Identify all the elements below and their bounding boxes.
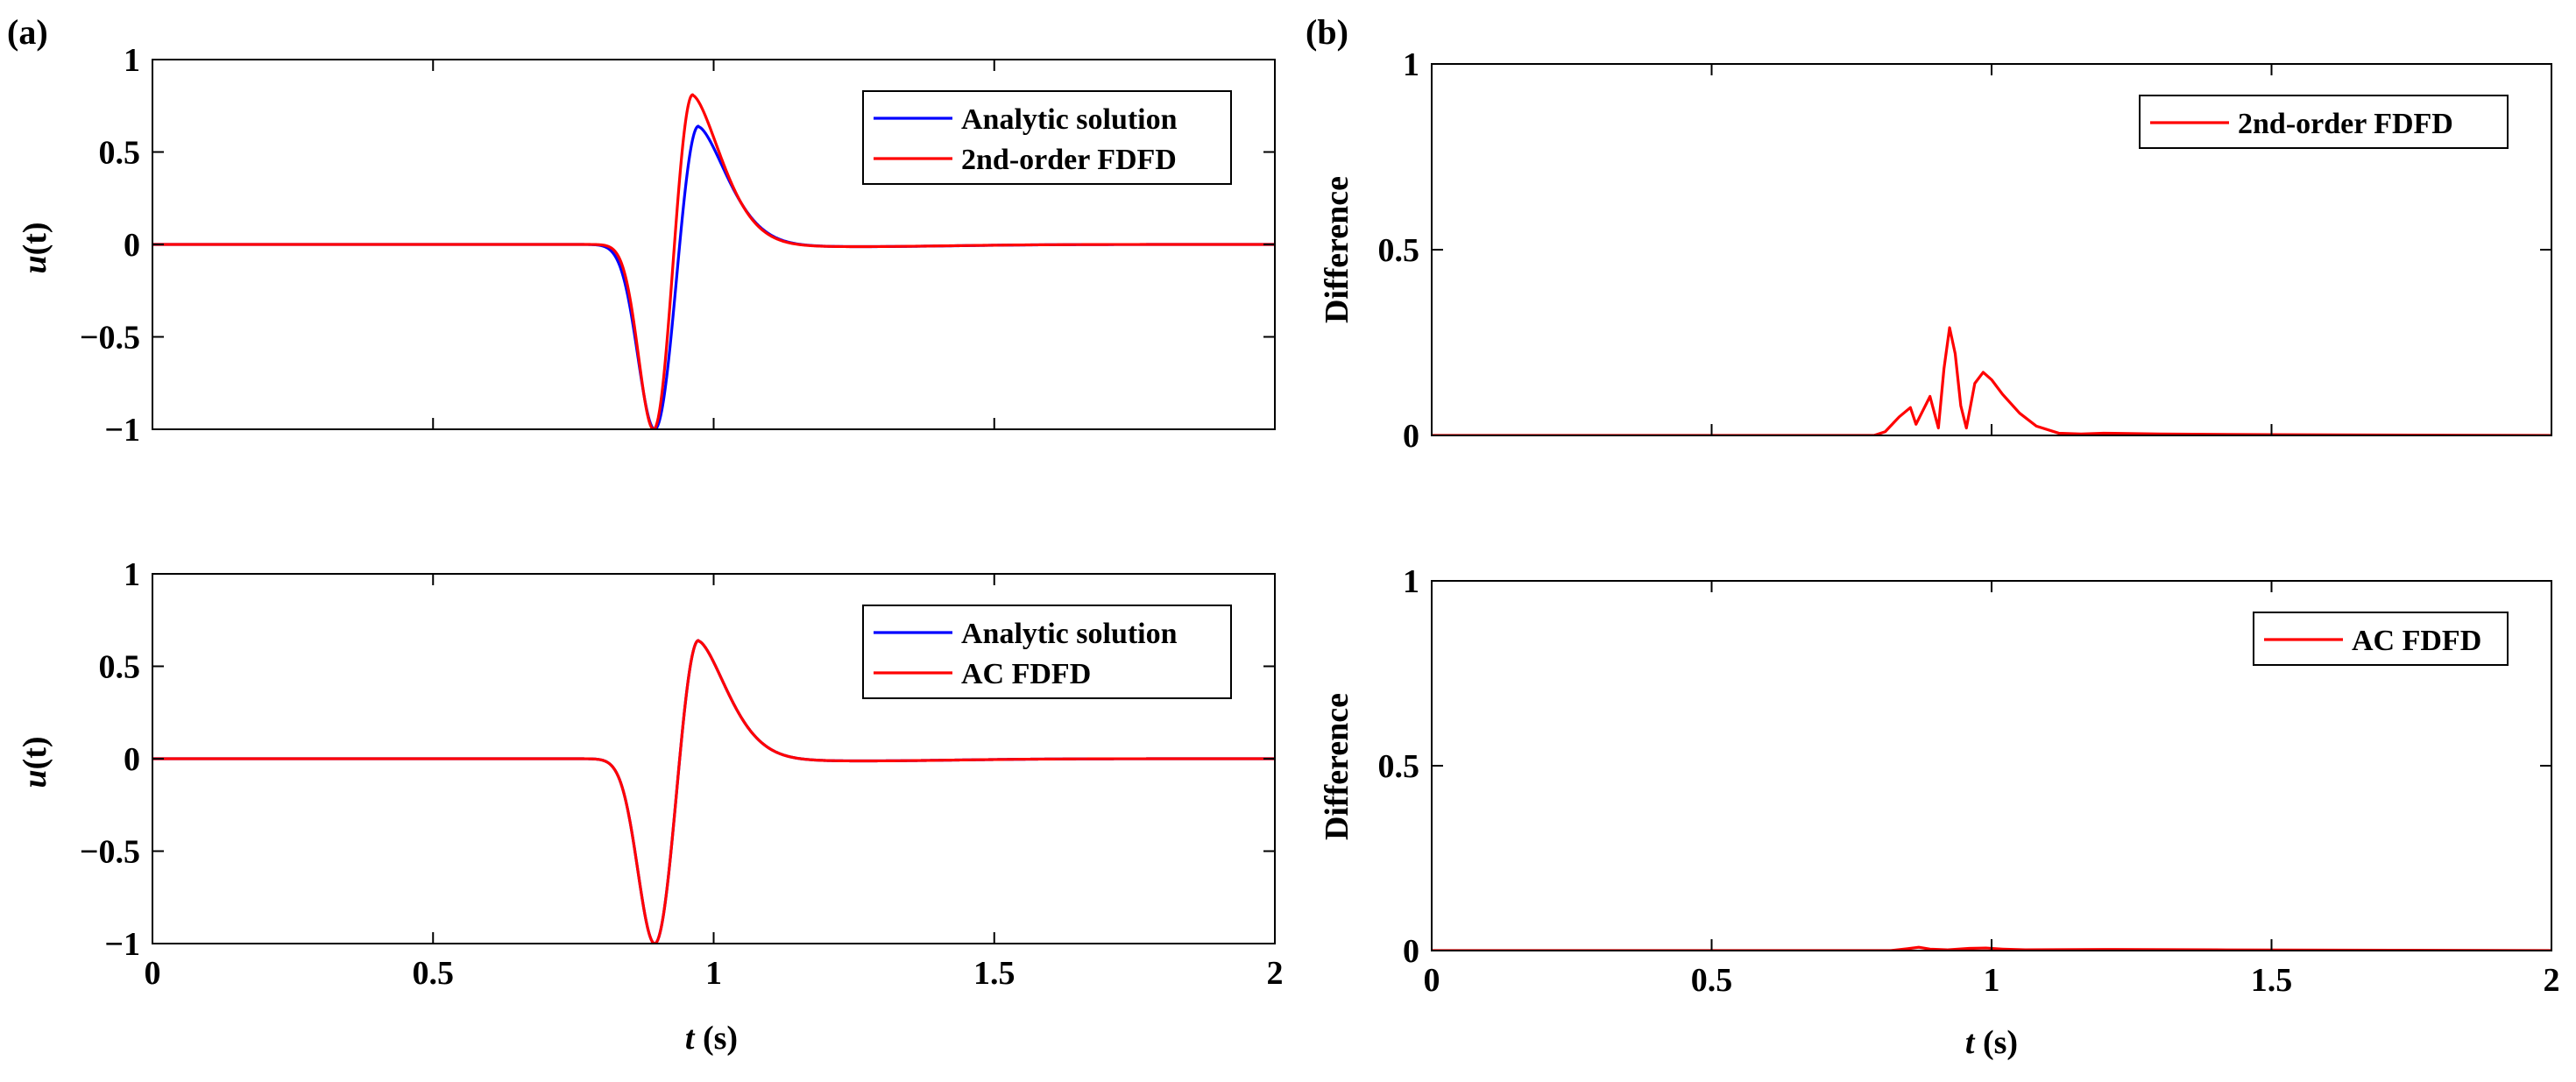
axes-b1: 0 0.5 1 2nd-order FDFD — [1378, 46, 2552, 455]
xlabel-a: t (s) — [685, 1020, 738, 1057]
series-line-2nd-order-fdfd — [1432, 326, 2551, 435]
panel-label-a: (a) — [7, 12, 48, 52]
x-tick-label: 2 — [1267, 955, 1284, 992]
y-tick-label: 1 — [124, 556, 140, 593]
ylabel-a2: u(t) — [17, 736, 53, 788]
y-tick-label: −0.5 — [80, 320, 140, 357]
x-tick-label: 1 — [1984, 962, 2000, 999]
y-tick-label: 1 — [1403, 46, 1419, 83]
series-line-ac-fdfd — [1432, 945, 2551, 951]
y-tick-label: 0.5 — [99, 135, 141, 172]
series-line-ac-fdfd — [152, 639, 1275, 944]
x-tick-label: 1 — [705, 955, 722, 992]
legend-box — [862, 605, 1232, 699]
axes-a1: −1 −0.5 0 0.5 1 Analytic solution 2nd-order FD… — [80, 42, 1276, 449]
legend-b2: AC FDFD — [2253, 612, 2509, 666]
axes-b2: 0 0.5 1 1.5 2 0 0.5 1 AC FDFD — [1378, 563, 2560, 999]
legend-box — [862, 90, 1232, 185]
x-tick-label: 0.5 — [1691, 962, 1733, 999]
legend-entry: Analytic solution — [961, 103, 1178, 136]
y-tick-label: 1 — [124, 42, 140, 79]
x-tick-label: 0.5 — [413, 955, 455, 992]
legend-entry: Analytic solution — [961, 618, 1178, 650]
x-tick-label: 1.5 — [973, 955, 1016, 992]
series-line-2nd-order-fdfd — [152, 93, 1275, 429]
y-tick-label: −1 — [104, 412, 140, 449]
ylabel-a1: u(t) — [17, 222, 53, 273]
y-tick-label: 0.5 — [1378, 748, 1420, 785]
axes-a2: 0 0.5 1 1.5 2 −1 −0.5 0 0.5 1 Analytic solution AC … — [80, 556, 1284, 992]
legend-entry: AC FDFD — [961, 658, 1091, 690]
ylabel-b1: Difference — [1319, 176, 1355, 323]
y-tick-label: −1 — [104, 926, 140, 963]
y-tick-label: 1 — [1403, 563, 1419, 600]
ylabel-b2: Difference — [1319, 693, 1355, 840]
legend-a2: Analytic solution AC FDFD — [862, 605, 1232, 699]
y-tick-label: 0.5 — [99, 649, 141, 686]
y-tick-label: 0 — [124, 741, 140, 778]
y-tick-label: 0 — [1403, 933, 1419, 970]
x-tick-label: 0 — [145, 955, 161, 992]
legend-a1: Analytic solution 2nd-order FDFD — [862, 90, 1232, 185]
plot-area-b2 — [1432, 945, 2551, 951]
plot-area-a1 — [152, 93, 1275, 429]
legend-b1: 2nd-order FDFD — [2139, 95, 2509, 149]
x-tick-label: 2 — [2544, 962, 2560, 999]
legend-entry: 2nd-order FDFD — [961, 144, 1177, 176]
x-tick-label: 1.5 — [2251, 962, 2293, 999]
axes-layer: −1 −0.5 0 0.5 1 Analytic solution 2nd-order FD… — [80, 42, 2560, 999]
y-tick-label: −0.5 — [80, 834, 140, 871]
y-tick-label: 0 — [1403, 418, 1419, 455]
y-tick-label: 0.5 — [1378, 232, 1420, 269]
legend-entry: 2nd-order FDFD — [2238, 108, 2453, 140]
plot-area-a2 — [152, 639, 1275, 944]
panel-label-b: (b) — [1306, 12, 1348, 52]
xlabel-b: t (s) — [1965, 1024, 2018, 1061]
plot-area-b1 — [1432, 326, 2551, 435]
x-tick-label: 0 — [1424, 962, 1440, 999]
y-tick-label: 0 — [124, 227, 140, 264]
legend-entry: AC FDFD — [2352, 625, 2481, 657]
